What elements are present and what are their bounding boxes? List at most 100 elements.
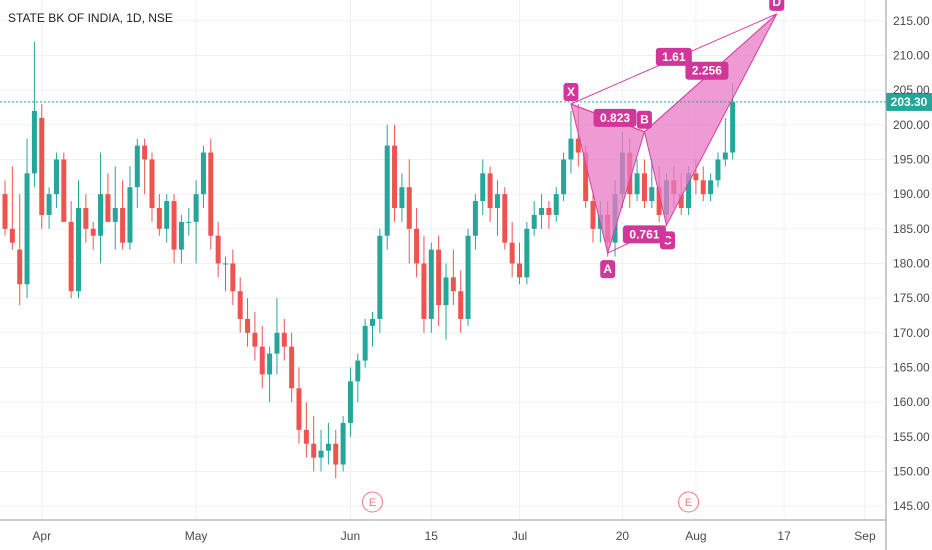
- chart-title: STATE BK OF INDIA, 1D, NSE: [8, 11, 173, 25]
- earnings-marker-label: E: [685, 497, 692, 509]
- candle-body: [472, 201, 478, 236]
- y-tick-label: 145.00: [893, 499, 930, 513]
- candle-body: [399, 187, 405, 208]
- grid-lines: [0, 0, 885, 520]
- candle-body: [68, 221, 74, 292]
- candle-body: [377, 235, 383, 319]
- candle-body: [708, 180, 714, 195]
- candle-body: [223, 263, 228, 265]
- candle-body: [24, 173, 30, 285]
- candle-body: [311, 443, 317, 458]
- candle-body: [46, 194, 52, 215]
- candle-body: [656, 187, 662, 215]
- pattern-point-label: A: [603, 262, 612, 276]
- candle-body: [421, 263, 427, 319]
- candle-body: [105, 194, 111, 222]
- candle-body: [384, 145, 390, 236]
- candle-body: [730, 101, 736, 153]
- y-tick-label: 205.00: [893, 83, 930, 97]
- candle-body: [487, 173, 493, 208]
- candle-body: [370, 318, 375, 326]
- x-tick-label: Sep: [854, 529, 876, 543]
- candle-body: [149, 159, 155, 208]
- candle-body: [274, 332, 280, 354]
- candle-body: [39, 117, 45, 215]
- pattern-point-label-bg: [563, 83, 579, 101]
- candle-body: [325, 443, 331, 451]
- candle-body: [156, 208, 162, 229]
- last-price-line: 203.30: [0, 92, 932, 111]
- candle-body: [120, 208, 126, 243]
- candle-body: [9, 228, 15, 243]
- candle-body: [245, 318, 251, 333]
- candle-body: [186, 221, 192, 223]
- y-tick-label: 215.00: [893, 14, 930, 28]
- candle-body: [112, 208, 118, 222]
- x-tick-label: Aug: [685, 529, 706, 543]
- pattern-point-label: X: [567, 85, 575, 99]
- pattern-ratio-label: 2.256: [692, 64, 722, 78]
- candle-body: [142, 145, 148, 160]
- candle-body: [546, 208, 552, 215]
- candle-body: [678, 194, 684, 208]
- candle-body: [164, 201, 170, 229]
- candle-body: [83, 208, 89, 229]
- earnings-marker[interactable]: [362, 491, 383, 513]
- y-tick-label: 210.00: [893, 48, 930, 62]
- y-tick-label: 160.00: [893, 395, 930, 409]
- earnings-marker-label: E: [369, 497, 376, 509]
- candle-body: [61, 159, 67, 222]
- pattern-point-label-bg: [636, 110, 652, 129]
- last-price-badge: [886, 92, 932, 111]
- y-tick-label: 170.00: [893, 326, 930, 340]
- y-tick-label: 155.00: [893, 430, 930, 444]
- earnings-marker[interactable]: [678, 491, 700, 513]
- pattern-point-label: B: [640, 113, 649, 127]
- y-tick-label: 185.00: [893, 222, 930, 236]
- candle-body: [17, 249, 23, 285]
- candle-body: [502, 194, 508, 243]
- candle-body: [127, 187, 133, 243]
- pattern-point-label-bg: [600, 260, 616, 279]
- candle-body: [340, 422, 346, 465]
- candle-body: [289, 346, 295, 389]
- candle-body: [428, 249, 434, 319]
- candle-body: [583, 152, 589, 202]
- y-tick-label: 180.00: [893, 256, 930, 270]
- candle-body: [722, 152, 728, 160]
- candle-body: [458, 291, 464, 319]
- x-tick-label: Jul: [512, 529, 527, 543]
- candle-body: [575, 138, 581, 153]
- candle-body: [98, 194, 104, 236]
- candle-body: [171, 201, 177, 250]
- pattern-point-label: C: [663, 233, 672, 247]
- candle-body: [76, 208, 81, 292]
- candle-body: [649, 187, 655, 202]
- y-tick-label: 150.00: [893, 464, 930, 478]
- candle-body: [509, 242, 515, 264]
- candle-body: [303, 429, 309, 444]
- pattern-ratio-label-bg: [655, 47, 692, 66]
- last-price-label: 203.30: [891, 95, 928, 109]
- y-tick-label: 175.00: [893, 291, 930, 305]
- harmonic-pattern[interactable]: X A B C D 0.823 0.761 1.61 2.256: [563, 0, 785, 279]
- pattern-ratio-label: 0.761: [629, 227, 659, 241]
- candle-body: [362, 325, 368, 361]
- pattern-point-label: D: [772, 0, 781, 9]
- candle-body: [252, 332, 258, 347]
- candle-body: [193, 194, 199, 222]
- y-tick-label: 190.00: [893, 187, 930, 201]
- candle-body: [237, 291, 243, 319]
- candle-body: [90, 228, 96, 236]
- candle-body: [208, 152, 214, 236]
- candle-body: [700, 180, 706, 195]
- candle-body: [392, 145, 398, 208]
- x-tick-label: Apr: [32, 529, 51, 543]
- pattern-ratio-label: 1.61: [662, 50, 686, 64]
- candle-body: [450, 277, 456, 292]
- candle-body: [200, 152, 206, 195]
